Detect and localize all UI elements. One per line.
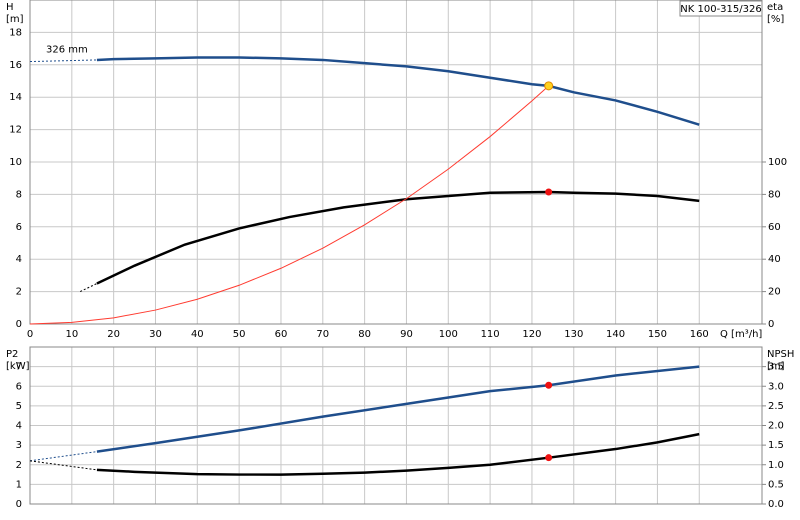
y2-tick-label: 2.0 xyxy=(768,421,784,432)
x-tick-label: 10 xyxy=(65,329,78,340)
y-tick-label: 2 xyxy=(16,460,22,471)
y2-tick-label: 0.0 xyxy=(768,499,784,510)
curve xyxy=(96,365,700,453)
curve xyxy=(79,283,98,293)
y-tick-label: 4 xyxy=(16,254,22,265)
y-axis-label: P2 xyxy=(6,349,18,360)
y2-tick-label: 100 xyxy=(768,157,787,168)
x-tick-label: 130 xyxy=(564,329,583,340)
y2-tick-label: 20 xyxy=(768,287,781,298)
y2-tick-label: 0.5 xyxy=(768,479,784,490)
y2-tick-label: 60 xyxy=(768,222,781,233)
y2-axis-unit: [%] xyxy=(767,14,784,25)
plot-frame xyxy=(29,0,763,325)
x-tick-label: 40 xyxy=(191,329,204,340)
y-tick-label: 12 xyxy=(9,125,22,136)
y-tick-label: 4 xyxy=(16,421,22,432)
operating-point xyxy=(545,188,553,196)
y-tick-label: 3 xyxy=(16,440,22,451)
curve xyxy=(96,56,700,126)
y2-tick-label: 40 xyxy=(768,254,781,265)
y-tick-label: 5 xyxy=(16,401,22,412)
y2-axis-label: eta xyxy=(767,2,783,13)
operating-point xyxy=(545,381,553,389)
y2-tick-label: 1.5 xyxy=(768,440,784,451)
y-tick-label: 0 xyxy=(16,499,22,510)
y2-axis-unit: [m] xyxy=(767,361,785,372)
operating-point xyxy=(544,81,554,91)
y-tick-label: 18 xyxy=(9,27,22,38)
y2-tick-label: 0 xyxy=(768,319,774,330)
x-tick-label: 70 xyxy=(316,329,329,340)
plot-frame xyxy=(29,346,763,505)
x-tick-label: 150 xyxy=(648,329,667,340)
y-tick-label: 0 xyxy=(16,319,22,330)
y2-tick-label: 3.0 xyxy=(768,381,784,392)
y-tick-label: 10 xyxy=(9,157,22,168)
y-tick-label: 16 xyxy=(9,60,22,71)
plots: 0 10 20 30 40 50 60 70 80 90 100 110 120 130 140 150 160… xyxy=(6,0,794,510)
curve xyxy=(96,190,700,285)
y2-tick-label: 2.5 xyxy=(768,401,784,412)
y-axis-unit: [m] xyxy=(6,14,24,25)
x-tick-label: 60 xyxy=(275,329,288,340)
curve xyxy=(29,460,97,471)
x-tick-label: 20 xyxy=(107,329,120,340)
x-tick-label: 0 xyxy=(27,329,33,340)
operating-point xyxy=(545,454,553,462)
x-tick-label: 90 xyxy=(400,329,413,340)
title-box xyxy=(679,0,763,17)
x-tick-label: 30 xyxy=(149,329,162,340)
x-tick-label: 110 xyxy=(481,329,500,340)
y2-tick-label: 80 xyxy=(768,189,781,200)
x-tick-label: 160 xyxy=(690,329,709,340)
x-tick-label: 80 xyxy=(358,329,371,340)
y-tick-label: 14 xyxy=(9,92,22,103)
curve-label: 326 mm xyxy=(46,45,88,56)
x-tick-label: 100 xyxy=(439,329,458,340)
y-tick-label: 7 xyxy=(16,362,22,373)
y2-axis-label: NPSH xyxy=(767,349,794,360)
curve xyxy=(29,85,550,325)
y-axis-unit: [kW] xyxy=(6,361,30,372)
y-tick-label: 6 xyxy=(16,381,22,392)
y-tick-label: 8 xyxy=(16,189,22,200)
x-axis-label: Q [m³/h] xyxy=(720,329,762,340)
x-tick-label: 140 xyxy=(606,329,625,340)
x-tick-label: 50 xyxy=(233,329,246,340)
y2-tick-label: 3.5 xyxy=(768,362,784,373)
chart-title: NK 100-315/326 xyxy=(680,4,761,15)
curve xyxy=(29,59,97,63)
curve xyxy=(96,432,700,476)
y2-tick-label: 1.0 xyxy=(768,460,784,471)
x-tick-label: 120 xyxy=(522,329,541,340)
y-tick-label: 2 xyxy=(16,287,22,298)
y-tick-label: 1 xyxy=(16,479,22,490)
curve xyxy=(29,451,97,462)
y-tick-label: 6 xyxy=(16,222,22,233)
y-axis-label: H xyxy=(6,2,14,13)
